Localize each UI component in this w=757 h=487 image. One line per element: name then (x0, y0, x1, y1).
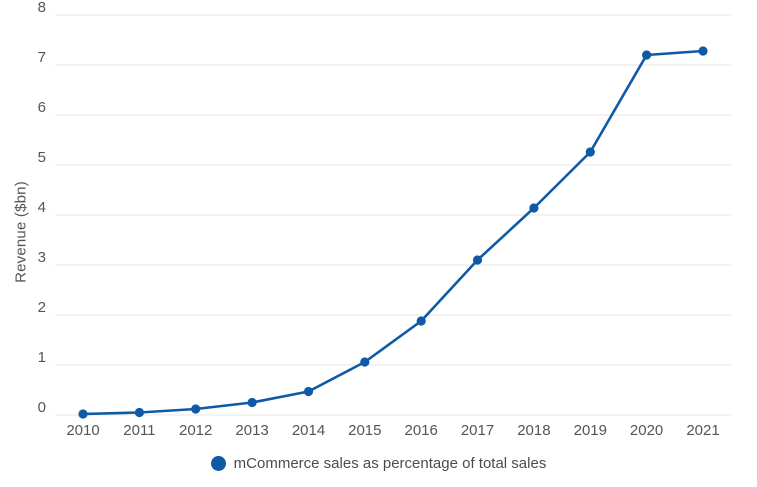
legend-label: mCommerce sales as percentage of total s… (233, 455, 547, 472)
y-tick-label: 4 (38, 199, 46, 216)
data-point[interactable] (416, 316, 426, 326)
data-point[interactable] (134, 407, 144, 418)
x-tick-label: 2013 (235, 422, 268, 439)
x-tick-label: 2018 (517, 422, 550, 439)
data-point[interactable] (472, 255, 483, 265)
legend-item[interactable]: mCommerce sales as percentage of total s… (0, 455, 757, 471)
series-line (81, 49, 705, 416)
y-tick-label: 6 (38, 99, 46, 116)
data-point[interactable] (360, 357, 370, 367)
x-tick-label: 2010 (66, 422, 99, 439)
y-tick-label: 7 (38, 49, 46, 66)
y-tick-label: 5 (38, 149, 46, 166)
data-point[interactable] (642, 50, 652, 60)
y-tick-label: 1 (38, 349, 46, 366)
x-tick-label: 2011 (123, 422, 155, 439)
x-tick-label: 2020 (630, 422, 663, 439)
data-point[interactable] (585, 147, 595, 157)
data-point[interactable] (247, 397, 257, 408)
y-tick-label: 8 (38, 0, 46, 16)
data-point[interactable] (78, 409, 88, 419)
data-point[interactable] (303, 386, 314, 397)
data-point[interactable] (529, 203, 539, 213)
x-tick-label: 2019 (574, 422, 607, 439)
x-tick-label: 2017 (461, 422, 494, 439)
y-tick-label: 0 (38, 399, 46, 416)
data-point[interactable] (698, 46, 708, 56)
y-tick-label: 3 (38, 249, 46, 266)
x-tick-label: 2012 (179, 422, 212, 439)
x-tick-label: 2015 (348, 422, 381, 439)
x-tick-label: 2016 (405, 422, 438, 439)
x-tick-label: 2021 (686, 422, 719, 439)
y-tick-label: 2 (38, 299, 46, 316)
data-point[interactable] (191, 404, 201, 414)
legend-marker-icon (210, 455, 226, 471)
plot-area: 0 1 2 3 4 5 6 7 8 2010 2011 2012 2013 2014 2015 2016 201… (38, 0, 731, 439)
x-tick-label: 2014 (292, 422, 325, 439)
